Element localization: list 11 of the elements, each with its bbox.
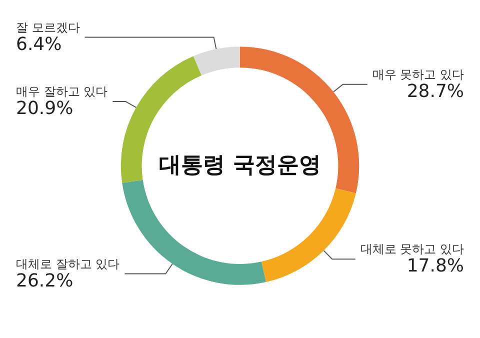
slice-label: 잘 모르겠다: [16, 20, 80, 34]
slice-label: 대체로 못하고 있다: [360, 242, 464, 256]
data-label: 6.4%: [16, 34, 62, 55]
data-label: 28.7%: [406, 80, 464, 102]
data-label: 17.8%: [406, 256, 464, 277]
data-label: 20.9%: [16, 98, 74, 120]
slice-label: 매우 잘하고 있다: [16, 84, 108, 99]
slice-label: 매우 못하고 있다: [372, 67, 464, 82]
text: 대통령 국정운영: [159, 153, 321, 178]
data-label: 26.2%: [16, 270, 74, 292]
slice-label: 대체로 잘하고 있다: [16, 256, 120, 271]
